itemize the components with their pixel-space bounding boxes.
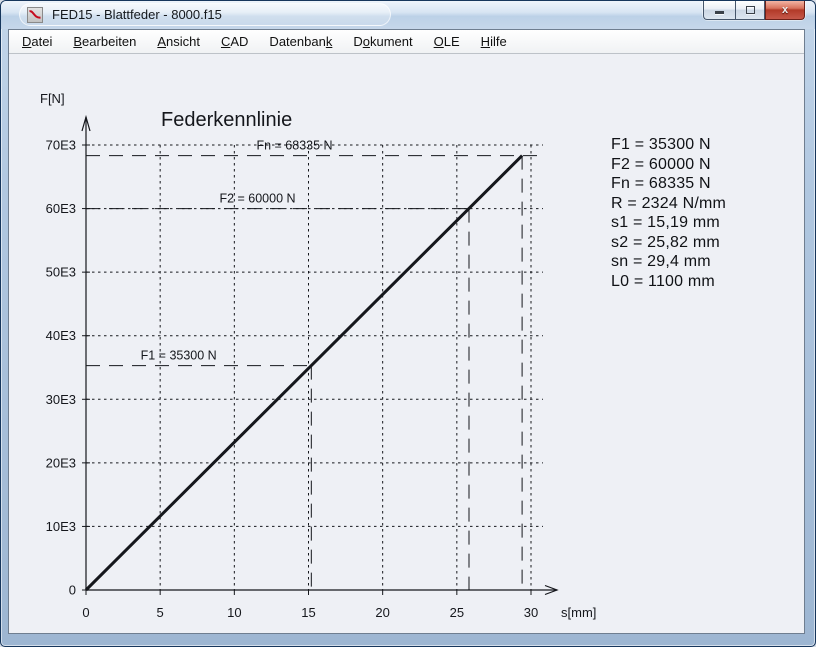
window-content: Datei Bearbeiten Ansicht CAD Datenbank Dokume…	[8, 29, 805, 634]
marker-lines: F1 = 35300 N F2 = 60000 N Fn = 68335 N	[86, 139, 543, 590]
svg-text:30: 30	[524, 605, 538, 620]
menu-item-cad[interactable]: CAD	[220, 34, 249, 49]
chart-title: Federkennlinie	[161, 109, 292, 131]
menu-item-bearbeiten[interactable]: Bearbeiten	[73, 34, 137, 49]
svg-text:70E3: 70E3	[46, 138, 76, 153]
grid	[86, 144, 543, 590]
svg-text:20E3: 20E3	[46, 455, 76, 470]
svg-text:F2 = 60000 N: F2 = 60000 N	[219, 192, 295, 206]
svg-text:5: 5	[157, 605, 164, 620]
app-icon-glyph	[29, 9, 41, 19]
menu-item-datenbank[interactable]: Datenbank	[269, 34, 333, 49]
svg-text:F[N]: F[N]	[40, 91, 65, 106]
results-panel: F1 = 35300 N F2 = 60000 N Fn = 68335 N R = …	[611, 135, 726, 291]
svg-text:0: 0	[69, 583, 76, 598]
result-line: R = 2324 N/mm	[611, 194, 727, 212]
menu-item-ansicht[interactable]: Ansicht	[157, 34, 200, 49]
title-tab: FED15 - Blattfeder - 8000.f15	[19, 3, 391, 26]
spring-characteristic-icon	[27, 6, 43, 23]
menu-bar: Datei Bearbeiten Ansicht CAD Datenbank Dokume…	[9, 30, 804, 54]
svg-text:10: 10	[227, 605, 241, 620]
maximize-button[interactable]	[735, 1, 765, 20]
menu-item-hilfe[interactable]: Hilfe	[480, 34, 507, 49]
chart-canvas: F1 = 35300 N F2 = 60000 N Fn = 68335 N 0 5 10…	[40, 91, 596, 620]
svg-text:60E3: 60E3	[46, 201, 76, 216]
svg-text:50E3: 50E3	[46, 265, 76, 280]
svg-text:Fn = 68335 N: Fn = 68335 N	[256, 139, 332, 153]
svg-text:15: 15	[301, 605, 315, 620]
maximize-icon	[745, 6, 755, 14]
minimize-button[interactable]	[703, 1, 735, 20]
menu-item-datei[interactable]: Datei	[22, 34, 53, 49]
client-area: F1 = 35300 N F2 = 60000 N Fn = 68335 N 0 5 10…	[9, 55, 804, 633]
result-line: s1 = 15,19 mm	[611, 214, 720, 231]
result-line: sn = 29,4 mm	[611, 253, 711, 270]
svg-text:30E3: 30E3	[46, 392, 76, 407]
svg-text:s[mm]: s[mm]	[561, 605, 596, 620]
svg-text:F1 = 35300 N: F1 = 35300 N	[141, 349, 217, 363]
close-icon: x	[781, 3, 789, 16]
window-controls: x	[703, 1, 805, 20]
svg-text:0: 0	[82, 605, 89, 620]
svg-text:20: 20	[375, 605, 389, 620]
title-bar[interactable]: FED15 - Blattfeder - 8000.f15 x	[1, 1, 815, 29]
result-line: L0 = 1100 mm	[611, 272, 715, 290]
axes: 0 5 10 15 20 25 30 0 10E3 20E3 30E3 40E3 50E3 60E3 70E…	[40, 91, 596, 620]
result-line: s2 = 25,82 mm	[611, 233, 720, 251]
svg-text:Federkennlinie: Federkennlinie	[161, 109, 292, 131]
svg-text:40E3: 40E3	[46, 328, 76, 343]
svg-text:10E3: 10E3	[46, 519, 76, 534]
close-button[interactable]: x	[765, 1, 805, 20]
minimize-icon	[715, 11, 724, 14]
series-line	[84, 154, 524, 592]
menu-item-dokument[interactable]: Dokument	[353, 34, 413, 49]
result-line: Fn = 68335 N	[611, 175, 711, 192]
window-title: FED15 - Blattfeder - 8000.f15	[52, 7, 222, 22]
menu-item-ole[interactable]: OLE	[433, 34, 460, 49]
result-line: F1 = 35300 N	[611, 136, 711, 153]
result-line: F2 = 60000 N	[611, 155, 711, 173]
svg-text:25: 25	[450, 605, 464, 620]
